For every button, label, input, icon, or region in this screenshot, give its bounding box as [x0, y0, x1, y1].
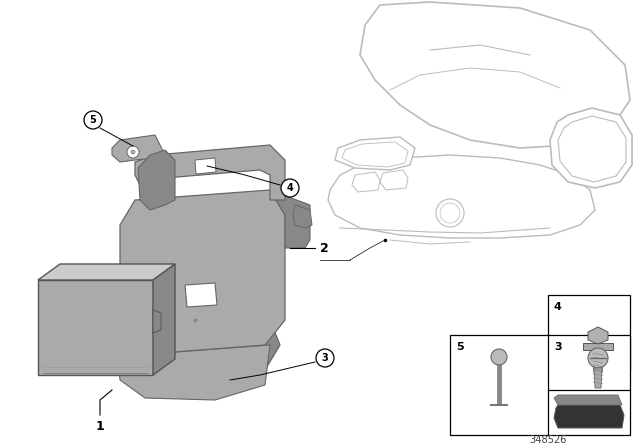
Polygon shape	[360, 2, 630, 148]
Polygon shape	[328, 155, 595, 238]
Polygon shape	[120, 320, 280, 380]
FancyBboxPatch shape	[450, 335, 630, 435]
Polygon shape	[352, 172, 380, 192]
Polygon shape	[554, 405, 624, 428]
Polygon shape	[38, 264, 175, 280]
Polygon shape	[112, 135, 165, 162]
FancyBboxPatch shape	[548, 295, 630, 370]
Text: 3: 3	[322, 353, 328, 363]
Polygon shape	[380, 170, 408, 190]
Text: 4: 4	[554, 302, 562, 312]
Polygon shape	[153, 310, 161, 333]
Polygon shape	[554, 395, 622, 405]
Circle shape	[588, 348, 608, 368]
Circle shape	[440, 203, 460, 223]
Polygon shape	[135, 145, 285, 200]
Polygon shape	[583, 343, 613, 350]
Text: 4: 4	[287, 183, 293, 193]
Circle shape	[84, 111, 102, 129]
Polygon shape	[118, 345, 270, 400]
Polygon shape	[120, 190, 285, 355]
Circle shape	[436, 199, 464, 227]
Circle shape	[131, 150, 135, 154]
Polygon shape	[38, 280, 153, 375]
Circle shape	[316, 349, 334, 367]
Text: 5: 5	[90, 115, 97, 125]
Circle shape	[491, 349, 507, 365]
Circle shape	[281, 179, 299, 197]
Polygon shape	[558, 116, 626, 182]
Text: 1: 1	[95, 420, 104, 433]
Text: 348526: 348526	[529, 435, 567, 445]
Polygon shape	[550, 108, 632, 188]
Polygon shape	[138, 150, 175, 210]
Polygon shape	[293, 205, 312, 228]
Text: 5: 5	[456, 342, 463, 352]
Polygon shape	[593, 350, 603, 373]
Polygon shape	[342, 142, 408, 167]
Polygon shape	[195, 158, 216, 174]
Polygon shape	[588, 327, 608, 344]
Polygon shape	[335, 137, 415, 170]
Polygon shape	[594, 368, 602, 388]
Circle shape	[127, 146, 139, 158]
Text: 2: 2	[320, 241, 329, 254]
Polygon shape	[270, 190, 310, 248]
Polygon shape	[185, 283, 217, 307]
Polygon shape	[153, 264, 175, 375]
Text: 3: 3	[554, 342, 562, 352]
